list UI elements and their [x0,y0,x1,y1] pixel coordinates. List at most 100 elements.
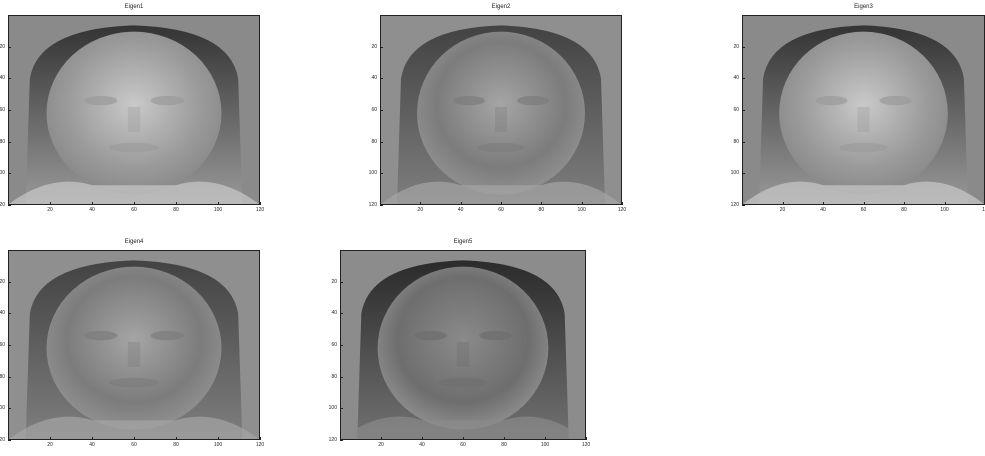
y-tick-label: 80 [331,373,337,380]
y-tick-label: 60 [0,342,5,348]
x-tick-mark [545,437,546,440]
y-tick-mark [8,376,11,378]
y-tick-label: 60 [371,107,377,113]
y-tick-label: 120 [328,437,337,443]
x-tick-mark [586,437,587,440]
x-tick-mark [420,202,422,205]
x-tick-mark [381,437,382,440]
x-tick-label: 120 [617,207,627,213]
x-tick-mark [904,202,905,205]
y-tick-mark [8,281,11,283]
x-tick-label: 100 [577,207,586,213]
y-tick-mark [742,110,745,111]
x-tick-label: 100 [940,207,949,213]
y-tick-mark [340,440,343,441]
eigenface-panel: Eigen3 20 40 60 80 100 120 20 40 60 80 100 12 [731,4,985,213]
face-render [743,16,984,204]
x-tick-label: 40 [419,442,425,448]
eigenface-image [8,15,260,205]
y-tick-mark [8,313,11,315]
x-tick-label: 80 [901,207,907,213]
x-tick-mark [134,202,135,205]
panel-title: Eigen2 [491,4,511,10]
y-tick-label: 20 [733,43,739,50]
eigenface-image [8,250,260,440]
y-tick-label: 100 [328,405,337,412]
y-tick-label: 120 [730,202,739,208]
eigenface-image [340,250,586,440]
y-tick-mark [340,408,343,410]
x-tick-label: 40 [89,207,95,213]
x-tick-mark [501,202,502,205]
y-tick-mark [380,205,383,206]
y-tick-mark [380,110,383,111]
y-tick-label: 120 [0,437,5,443]
x-tick-label: 20 [47,207,53,213]
x-tick-label: 12 [982,207,985,213]
x-tick-mark [218,202,219,205]
y-tick-label: 60 [733,107,739,113]
x-tick-label: 20 [779,207,786,213]
x-tick-mark [504,437,505,440]
x-tick-mark [541,202,543,205]
x-tick-label: 100 [213,207,223,213]
y-tick-mark [340,281,343,283]
y-tick-mark [8,46,11,48]
eigenface-panel: Eigen1 20 40 60 80 100 120 20 40 60 80 100 120 [0,4,264,213]
x-tick-mark [823,202,824,205]
x-tick-label: 40 [820,207,826,213]
y-tick-label: 20 [0,43,5,50]
y-tick-mark [8,440,11,441]
y-tick-mark [742,141,745,143]
x-tick-label: 20 [47,442,53,448]
y-tick-label: 100 [0,405,5,412]
x-tick-mark [863,202,865,205]
y-tick-label: 40 [733,75,739,82]
y-tick-label: 120 [0,202,5,208]
x-tick-label: 80 [173,207,179,213]
y-tick-mark [8,408,11,410]
x-tick-mark [176,437,177,440]
y-tick-label: 100 [730,170,739,177]
x-tick-mark [260,437,261,440]
y-tick-label: 20 [371,43,377,50]
x-tick-mark [92,437,93,440]
y-tick-mark [380,141,383,143]
x-tick-mark [463,437,464,440]
x-tick-label: 100 [540,442,550,448]
y-tick-mark [8,141,11,143]
x-tick-mark [260,202,261,205]
x-tick-label: 120 [255,207,265,213]
y-tick-mark [380,46,383,48]
x-tick-mark [92,202,93,205]
y-tick-label: 80 [733,138,739,145]
x-tick-label: 40 [457,207,464,213]
x-tick-mark [176,202,177,205]
x-tick-mark [134,437,135,440]
x-tick-label: 80 [173,442,179,448]
x-tick-mark [944,202,946,205]
y-tick-label: 80 [371,138,377,145]
y-tick-mark [8,345,11,346]
x-tick-label: 60 [131,207,137,213]
eigenface-panel: Eigen5 20 40 60 80 100 120 20 40 60 80 100 120 [329,239,591,448]
x-tick-mark [460,202,462,205]
y-tick-mark [380,78,383,80]
y-tick-label: 80 [0,138,5,145]
x-tick-label: 60 [131,442,137,448]
eigenface-image [380,15,622,205]
eigenface-panel: Eigen2 20 40 60 80 100 120 20 40 60 80 100 120 [369,4,627,213]
y-tick-label: 20 [0,278,5,285]
y-tick-mark [8,78,11,80]
y-tick-mark [8,205,11,206]
x-tick-mark [218,437,219,440]
panel-title: Eigen3 [854,4,873,10]
x-tick-mark [581,202,583,205]
x-tick-label: 60 [498,207,504,213]
panel-title: Eigen4 [124,239,144,245]
x-tick-label: 80 [501,442,507,448]
y-tick-label: 20 [331,278,337,285]
face-render [381,16,621,204]
x-tick-label: 40 [89,442,95,448]
x-tick-label: 60 [460,442,466,448]
